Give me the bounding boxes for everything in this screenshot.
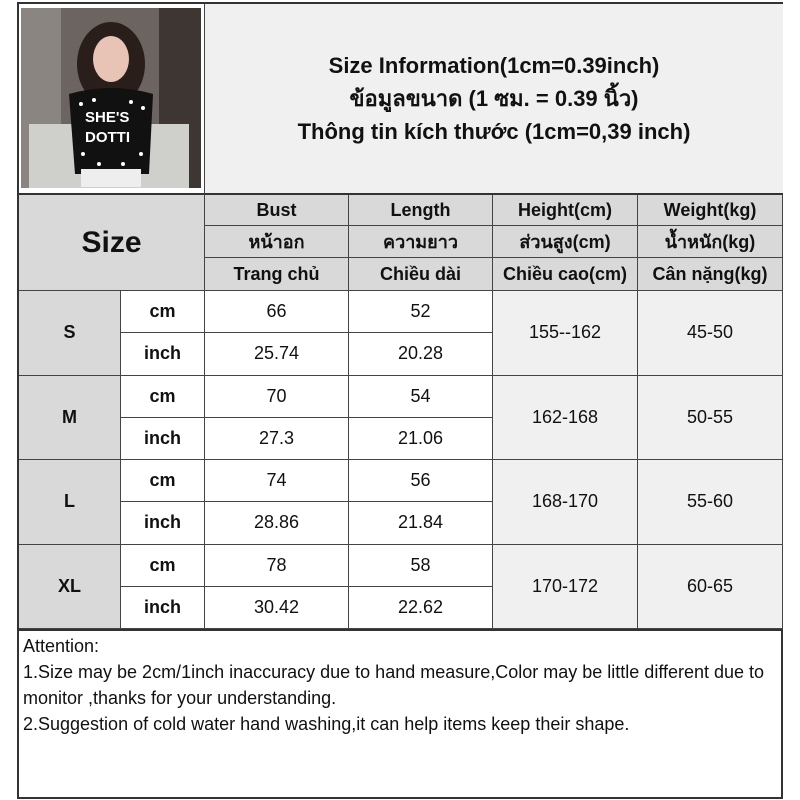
column-header-vi: Chiều cao(cm) [493, 258, 638, 291]
length-inch: 21.06 [349, 417, 493, 460]
bust-inch: 25.74 [205, 333, 349, 376]
size-chart: SHE'S DOTTI Size Information(1cm=0.39inc… [17, 2, 783, 799]
unit-inch: inch [121, 333, 205, 376]
unit-cm: cm [121, 375, 205, 418]
model-photo-image: SHE'S DOTTI [21, 8, 201, 188]
bust-inch: 27.3 [205, 417, 349, 460]
column-header-en: Length [349, 195, 493, 226]
height-range: 168-170 [493, 460, 638, 545]
attention-note-2: 2.Suggestion of cold water hand washing,… [23, 714, 630, 734]
unit-inch: inch [121, 586, 205, 629]
length-cm: 58 [349, 544, 493, 587]
column-header-vi: Cân nặng(kg) [638, 258, 783, 291]
height-range: 162-168 [493, 375, 638, 460]
attention-note-1: 1.Size may be 2cm/1inch inaccuracy due t… [23, 662, 765, 708]
length-cm: 52 [349, 291, 493, 334]
column-header-en: Bust [205, 195, 349, 226]
column-header-th: ความยาว [349, 226, 493, 258]
height-range: 155--162 [493, 291, 638, 376]
bust-inch: 30.42 [205, 586, 349, 629]
title-english: Size Information(1cm=0.39inch) [328, 53, 660, 78]
weight-range: 50-55 [638, 375, 783, 460]
weight-range: 60-65 [638, 544, 783, 629]
title-vietnamese: Thông tin kích thước (1cm=0,39 inch) [297, 119, 691, 144]
product-photo: SHE'S DOTTI [19, 4, 204, 195]
size-label-l: L [19, 460, 121, 545]
size-label-xl: XL [19, 544, 121, 629]
unit-inch: inch [121, 417, 205, 460]
svg-text:SHE'S: SHE'S [85, 109, 129, 126]
column-header-th: หน้าอก [205, 226, 349, 258]
column-header-en: Weight(kg) [638, 195, 783, 226]
length-cm: 54 [349, 375, 493, 418]
size-label-m: M [19, 375, 121, 460]
length-inch: 21.84 [349, 502, 493, 545]
size-label-s: S [19, 291, 121, 376]
weight-range: 45-50 [638, 291, 783, 376]
column-header-th: น้ำหนัก(kg) [638, 226, 783, 258]
attention-notes: Attention: 1.Size may be 2cm/1inch inacc… [19, 629, 781, 797]
title-thai: ข้อมูลขนาด (1 ซม. = 0.39 นิ้ว) [349, 86, 639, 111]
column-header-en: Height(cm) [493, 195, 638, 226]
length-inch: 20.28 [349, 333, 493, 376]
unit-cm: cm [121, 291, 205, 334]
height-range: 170-172 [493, 544, 638, 629]
bust-inch: 28.86 [205, 502, 349, 545]
bust-cm: 66 [205, 291, 349, 334]
bust-cm: 70 [205, 375, 349, 418]
column-header-vi: Chiều dài [349, 258, 493, 291]
attention-heading: Attention: [23, 636, 100, 656]
bust-cm: 78 [205, 544, 349, 587]
unit-cm: cm [121, 460, 205, 503]
column-header-vi: Trang chủ [205, 258, 349, 291]
svg-text:DOTTI: DOTTI [85, 129, 130, 146]
column-header-th: ส่วนสูง(cm) [493, 226, 638, 258]
unit-cm: cm [121, 544, 205, 587]
length-cm: 56 [349, 460, 493, 503]
length-inch: 22.62 [349, 586, 493, 629]
bust-cm: 74 [205, 460, 349, 503]
weight-range: 55-60 [638, 460, 783, 545]
size-info-title: Size Information(1cm=0.39inch) ข้อมูลขนา… [204, 4, 783, 195]
unit-inch: inch [121, 502, 205, 545]
size-header: Size [19, 195, 205, 291]
